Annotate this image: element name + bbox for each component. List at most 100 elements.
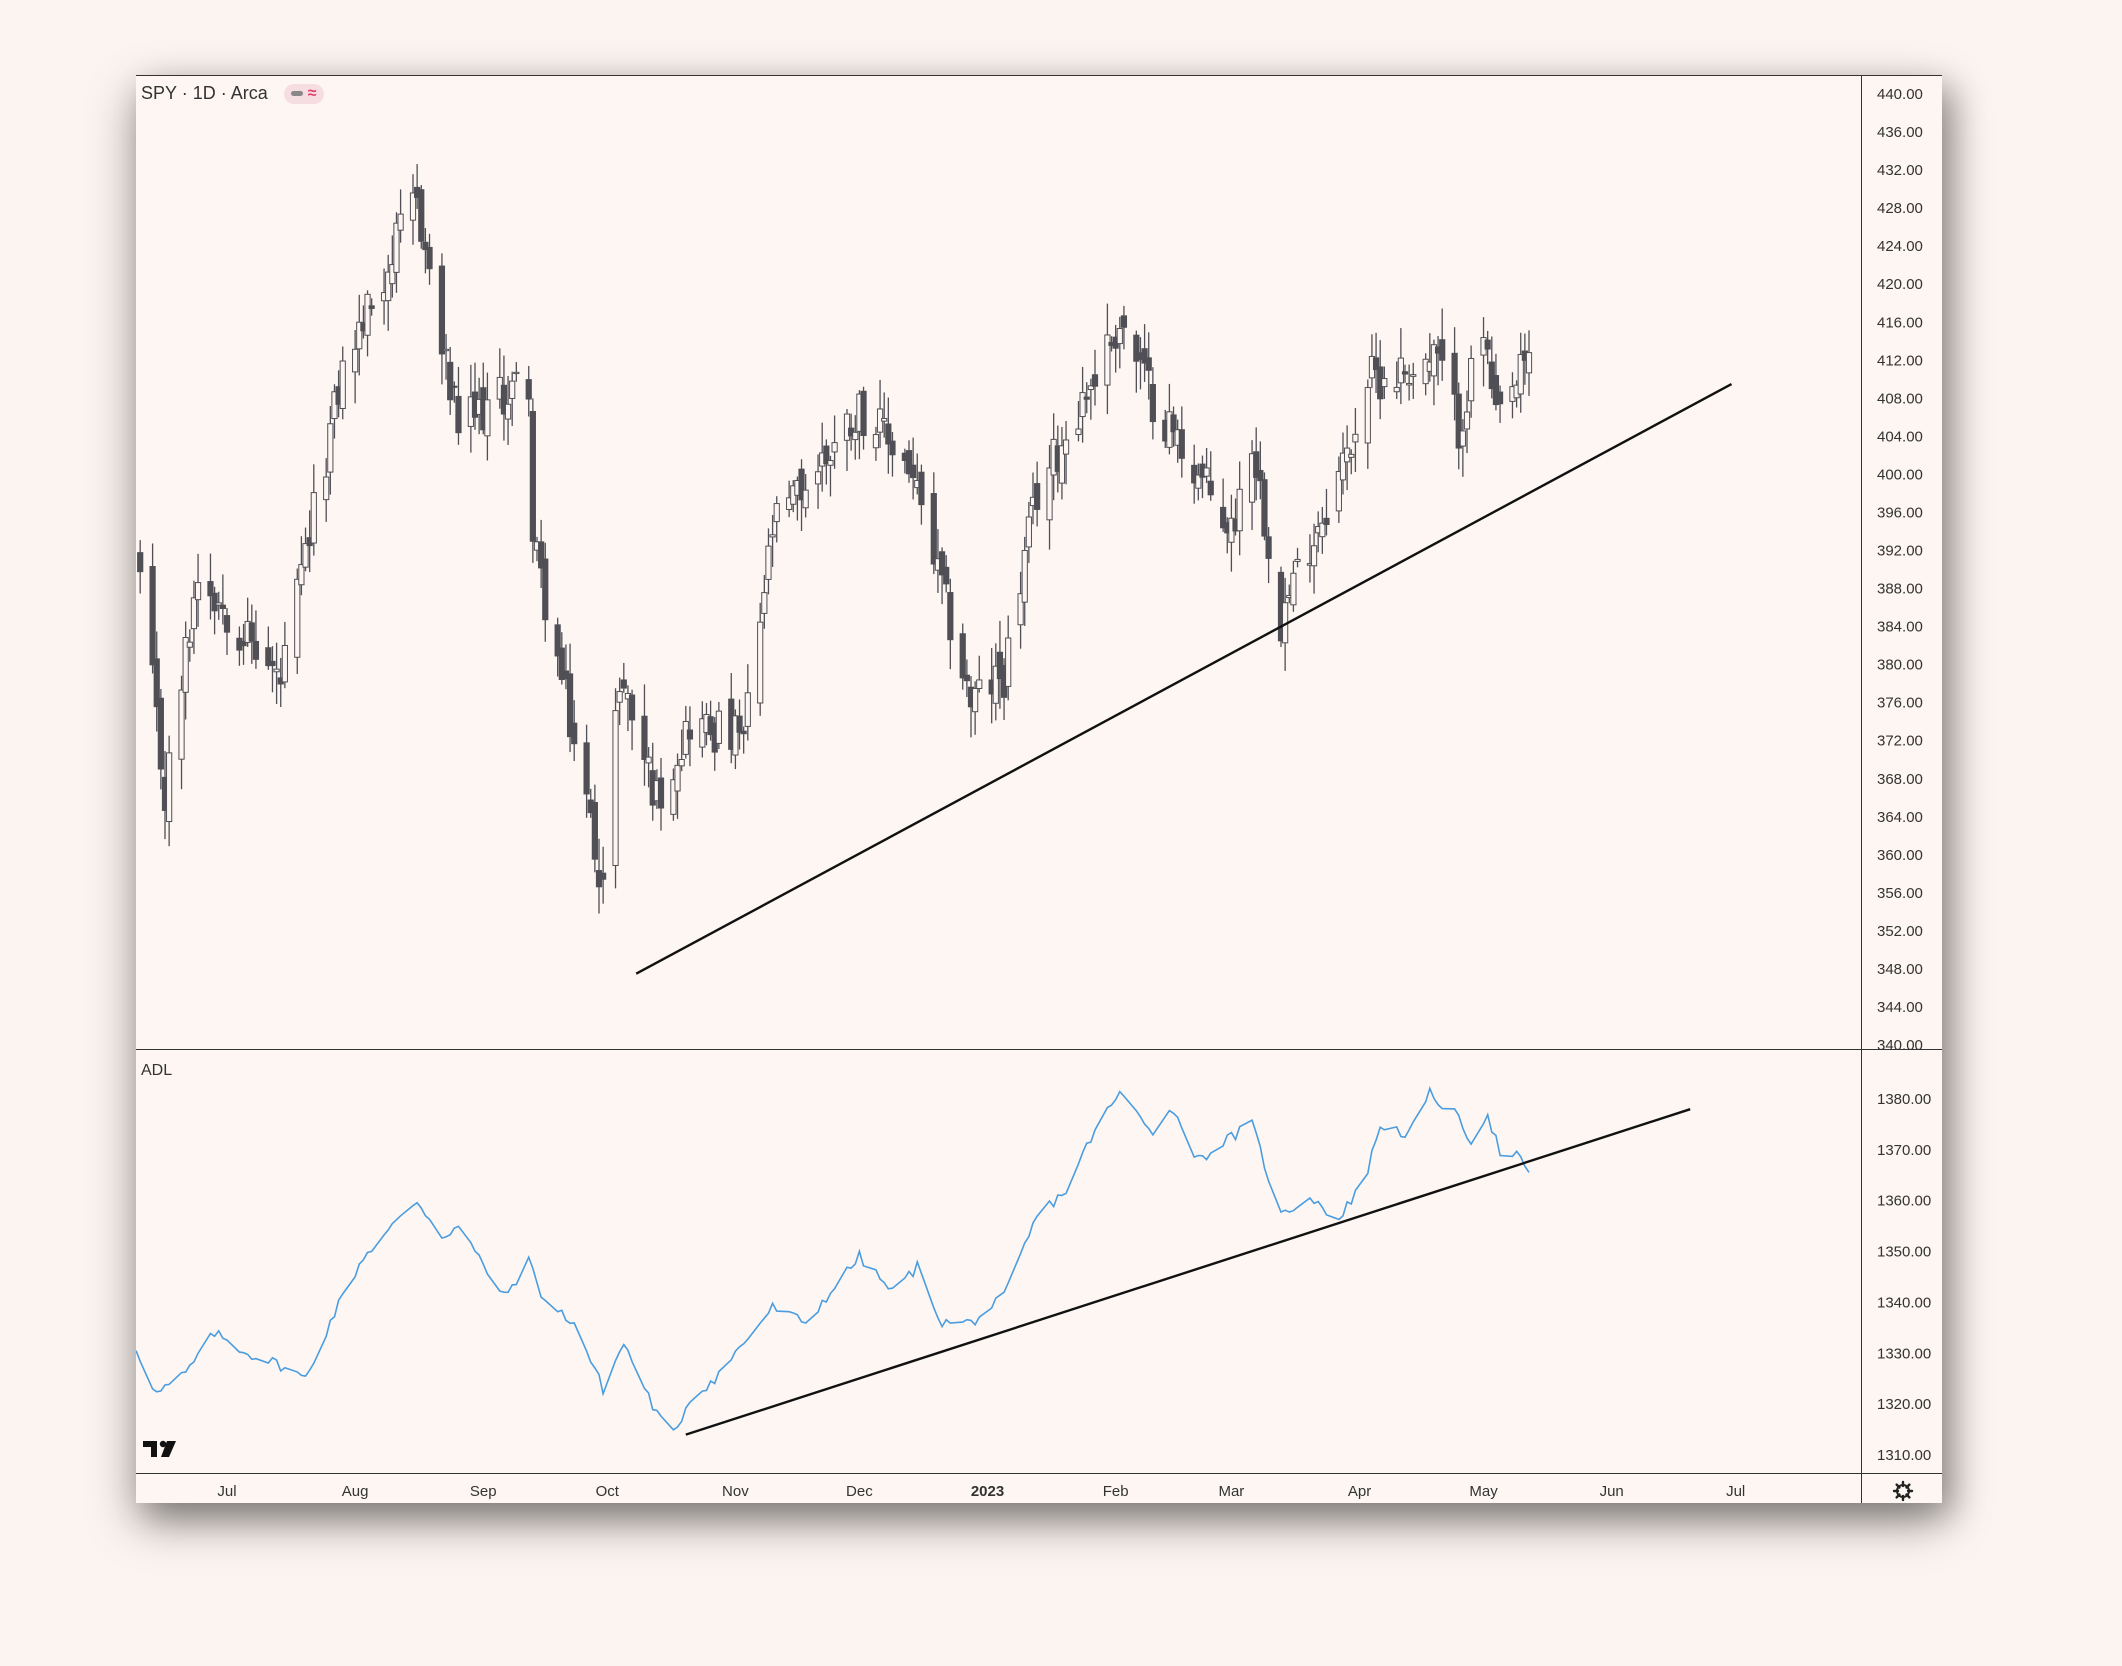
candle-up [1104,334,1111,386]
candle-up [1393,386,1400,393]
candle-down [1091,374,1099,387]
candle-down [223,615,231,633]
candle-down [269,660,276,667]
price-tick-label: 384.00 [1877,619,1923,636]
price-tick-label: 400.00 [1877,466,1923,483]
candle-up [1248,453,1256,503]
candle-down [1439,339,1446,361]
price-legend[interactable]: SPY · 1D · Arca ≈ [141,83,324,104]
candle-down [736,715,743,733]
candle-down [583,742,590,795]
candle-up [972,687,979,713]
candle-up [298,564,305,586]
dash-glyph [290,91,303,96]
price-tick-label: 380.00 [1877,657,1923,674]
time-tick-label: Nov [722,1483,749,1500]
candle-up [281,644,288,683]
candle-up [1062,439,1070,455]
adl-tick-label: 1350.00 [1877,1244,1931,1261]
price-tick-label: 420.00 [1877,276,1923,293]
time-tick-label: Feb [1103,1483,1129,1500]
candle-down [938,551,946,576]
candle-down [252,640,260,660]
candle-up [674,764,681,792]
candle-up [1410,374,1417,377]
candle-up [1087,385,1094,391]
candle-down [1141,348,1148,364]
chart-canvas[interactable]: 340.00 344.00 348.00 352.00 356.00 360.00 364.… [136,75,1942,1503]
candle-up [761,592,768,614]
candle-up [645,756,652,764]
candle-down [1034,483,1041,510]
time-tick-label: Sep [470,1483,497,1500]
candle-up [194,582,202,601]
time-tick-label: Mar [1218,1483,1244,1500]
candle-up [1116,328,1123,345]
candle-up [852,431,859,441]
price-tick-label: 408.00 [1877,390,1923,407]
price-tick-label: 364.00 [1877,809,1923,826]
price-tick-label: 356.00 [1877,885,1923,902]
candle-down [438,265,446,355]
price-tick-label: 344.00 [1877,999,1923,1016]
indicator-legend[interactable]: ADL [141,1062,173,1079]
chart-window: 340.00 344.00 348.00 352.00 356.00 360.00 364.… [136,75,1942,1503]
candle-up [1381,378,1388,388]
candle-up [323,476,330,501]
price-tick-label: 416.00 [1877,314,1923,331]
candle-down [1492,375,1500,406]
adl-tick-label: 1340.00 [1877,1294,1931,1311]
candle-down [1323,517,1330,526]
candle-down [538,541,545,569]
candle-up [389,264,396,285]
candle-up [310,492,317,544]
candle-up [814,471,822,485]
candle-up [732,715,739,756]
candle-up [744,692,751,727]
candle-up [352,348,359,373]
adl-tick-label: 1310.00 [1877,1447,1931,1464]
candle-down [1120,315,1128,328]
candle-up [715,710,722,744]
candle-up [1352,433,1359,443]
candle-down [149,566,156,666]
adl-line [136,1086,1530,1431]
candle-up [769,534,776,538]
candle-up [1075,428,1082,435]
candle-up [1017,593,1024,626]
candle-up [831,442,838,453]
price-tick-label: 368.00 [1877,771,1923,788]
time-tick-label: Jul [1726,1483,1745,1500]
candle-down [529,411,536,542]
candle-down [571,722,578,745]
line-and-wave-icon[interactable]: ≈ [283,83,324,104]
candle-down [211,592,218,612]
candle-down [823,445,830,465]
candle-up [364,293,371,336]
candle-up [331,391,338,420]
candle-up [1025,516,1032,548]
candle-up [1294,558,1301,562]
candle-up [872,434,880,449]
candle-up [484,399,491,437]
candle-up [178,689,185,760]
candle-up [1046,467,1053,521]
candle-down [943,566,950,585]
tradingview-logo[interactable] [143,1439,181,1466]
candle-down [600,872,607,880]
candle-up [1079,392,1086,418]
candle-down [905,450,913,475]
candle-up [1195,474,1202,489]
price-tick-label: 412.00 [1877,352,1923,369]
price-tick-label: 360.00 [1877,847,1923,864]
candle-down [207,581,214,597]
gear-icon[interactable] [1892,1480,1914,1502]
candle-up [1021,550,1028,603]
candle-down [930,493,937,565]
candle-up [1335,471,1342,512]
candle-down [418,189,425,242]
candle-down [860,390,867,437]
candle-down [963,674,970,682]
candle-up [1339,452,1347,481]
time-tick-label: Dec [846,1483,873,1500]
